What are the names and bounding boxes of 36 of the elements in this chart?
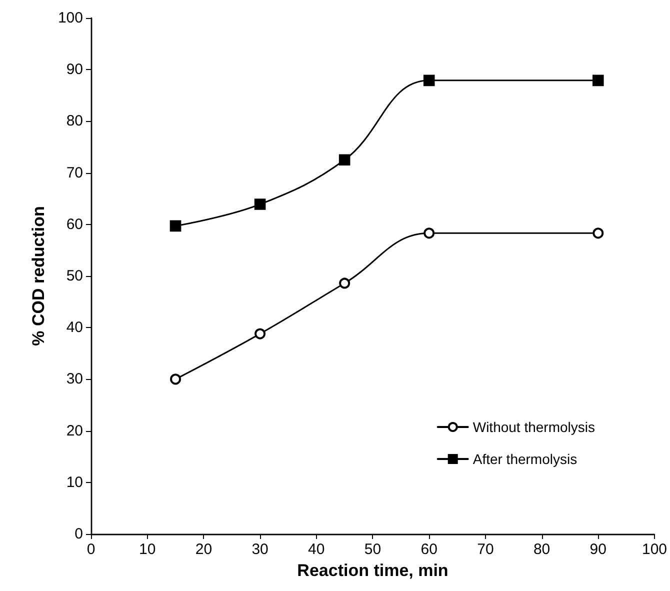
x-axis-title: Reaction time, min: [297, 561, 448, 580]
y-tick-label: 40: [66, 319, 83, 336]
x-tick-label: 0: [86, 541, 96, 558]
point: [423, 74, 435, 86]
y-tick-label: 90: [66, 61, 83, 78]
point: [592, 74, 604, 86]
x-tick-label: 70: [477, 541, 494, 558]
point: [338, 154, 350, 166]
x-tick-label: 30: [252, 541, 268, 558]
y-axis-title: % COD reduction: [29, 206, 48, 346]
point: [424, 228, 435, 239]
y-tick-label: 70: [66, 164, 83, 182]
x-tick-label: 40: [308, 541, 325, 558]
y-tick-label: 60: [66, 216, 83, 233]
legend-label: After thermolysis: [472, 451, 578, 467]
y-tick-label: 0: [74, 526, 83, 542]
x-tick-label: 50: [364, 541, 382, 558]
point: [254, 328, 266, 340]
x-tick-label: 60: [420, 541, 438, 558]
x-tick-label: 100: [642, 541, 667, 558]
x-tick-label: 10: [139, 541, 156, 558]
x-tick-label: 80: [533, 541, 550, 558]
point: [254, 198, 266, 210]
y-tick-label: 30: [66, 370, 83, 388]
point: [592, 228, 604, 239]
y-tick-label: 80: [66, 112, 83, 130]
y-tick-label: 100: [58, 10, 83, 26]
point: [170, 374, 182, 385]
y-tick-label: 10: [66, 474, 83, 491]
x-tick-label: 90: [590, 541, 606, 558]
y-tick-label: 50: [66, 268, 83, 284]
y-tick-label: 20: [66, 422, 83, 440]
legend-label: Without thermolysis: [472, 419, 596, 435]
x-tick-label: 20: [195, 541, 212, 558]
point: [170, 220, 182, 232]
point: [339, 278, 350, 289]
